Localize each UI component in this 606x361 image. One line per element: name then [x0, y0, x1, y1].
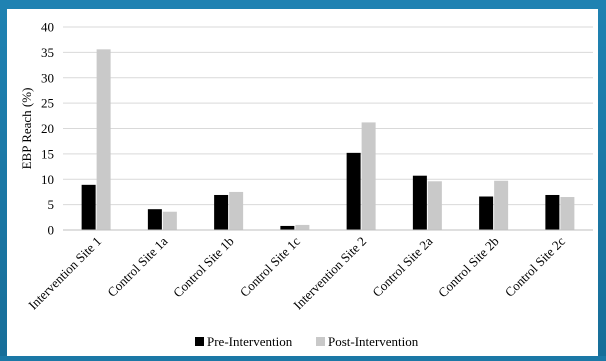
bar-post-intervention	[427, 181, 442, 230]
bar-post-intervention	[361, 122, 376, 230]
legend-label-pre: Pre-Intervention	[207, 334, 293, 349]
x-category-label: Control Site 1b	[170, 234, 237, 301]
gridlines	[63, 26, 593, 206]
y-tick-label: 0	[48, 223, 55, 238]
bar-post-intervention	[96, 49, 111, 230]
x-category-label: Control Site 2c	[502, 233, 568, 299]
y-axis-title: EBP Reach (%)	[19, 88, 34, 170]
bar-pre-intervention	[280, 225, 295, 230]
bar-post-intervention	[229, 191, 244, 230]
bar-post-intervention	[295, 224, 310, 230]
bar-pre-intervention	[147, 209, 162, 230]
y-tick-label: 5	[48, 197, 55, 212]
x-category-label: Control Site 2b	[435, 234, 502, 301]
x-category-label: Control Site 2a	[369, 233, 435, 299]
bar-post-intervention	[560, 197, 575, 230]
y-tick-label: 30	[41, 70, 54, 85]
bar-pre-intervention	[81, 184, 96, 230]
bar-post-intervention	[162, 211, 177, 230]
y-tick-label: 20	[41, 121, 54, 136]
y-axis-ticks: 0 5 10 15 20 25 30 35 40	[41, 20, 54, 238]
legend: Pre-Intervention Post-Intervention	[195, 334, 419, 349]
y-tick-label: 10	[41, 172, 54, 187]
bars	[81, 49, 575, 230]
legend-label-post: Post-Intervention	[328, 334, 419, 349]
bar-pre-intervention	[412, 175, 427, 230]
y-tick-label: 35	[41, 45, 54, 60]
bar-pre-intervention	[479, 196, 494, 230]
x-axis-category-labels: Intervention Site 1 Control Site 1a Contro…	[25, 233, 568, 312]
chart-panel: 0 5 10 15 20 25 30 35 40 Intervention Site 1 Cont…	[7, 9, 598, 356]
legend-swatch-post	[316, 337, 325, 346]
bar-pre-intervention	[545, 194, 560, 230]
y-tick-label: 15	[41, 146, 54, 161]
x-category-label: Control Site 1c	[237, 233, 303, 299]
bar-pre-intervention	[346, 152, 361, 230]
bar-pre-intervention	[214, 194, 229, 230]
x-category-label: Intervention Site 2	[290, 234, 369, 313]
y-tick-label: 25	[41, 96, 54, 111]
y-tick-label: 40	[41, 20, 54, 35]
x-category-label: Control Site 1a	[104, 233, 170, 299]
x-category-label: Intervention Site 1	[25, 234, 104, 313]
bar-post-intervention	[494, 180, 509, 230]
legend-swatch-pre	[195, 337, 204, 346]
